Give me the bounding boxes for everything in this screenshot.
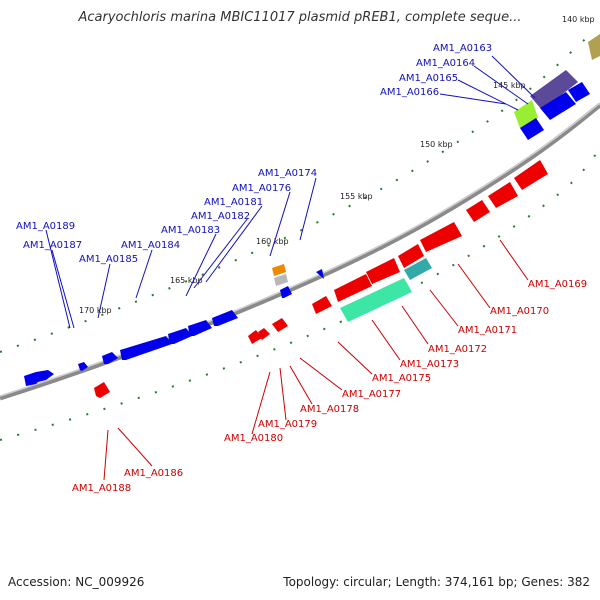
backbone-arc xyxy=(0,103,600,401)
forward-feature xyxy=(520,118,544,140)
label-leader-line xyxy=(205,205,263,283)
label-leader-line xyxy=(491,55,536,99)
reverse-feature xyxy=(488,182,518,208)
forward-feature xyxy=(568,82,590,102)
forward-feature xyxy=(530,70,578,110)
forward-feature xyxy=(168,328,192,344)
reverse-features xyxy=(94,160,548,398)
forward-feature xyxy=(36,370,54,382)
label-leader-line xyxy=(251,371,271,435)
forward-features xyxy=(24,34,600,386)
kbp-label-145: 145 kbp xyxy=(493,81,526,90)
reverse-feature xyxy=(420,222,462,252)
gene-label-am1-a0176[interactable]: AM1_A0176 xyxy=(232,183,291,194)
label-leader-line xyxy=(337,341,373,375)
label-leader-line xyxy=(103,429,109,481)
gene-label-am1-a0165[interactable]: AM1_A0165 xyxy=(399,73,458,84)
gene-label-am1-a0182[interactable]: AM1_A0182 xyxy=(191,211,250,222)
forward-feature xyxy=(316,269,324,279)
gene-label-am1-a0187[interactable]: AM1_A0187 xyxy=(23,240,82,251)
forward-feature xyxy=(280,286,292,298)
label-leader-line xyxy=(97,263,111,319)
label-leader-line xyxy=(499,239,529,281)
gene-label-am1-a0169[interactable]: AM1_A0169 xyxy=(528,279,587,290)
reverse-feature xyxy=(248,330,262,344)
forward-feature xyxy=(274,274,288,286)
gene-label-am1-a0178[interactable]: AM1_A0178 xyxy=(300,404,359,415)
reverse-feature xyxy=(514,160,548,190)
forward-feature xyxy=(272,264,286,276)
kbp-label-155: 155 kbp xyxy=(340,192,373,201)
label-leader-line xyxy=(401,305,429,345)
label-leader-line xyxy=(457,79,519,111)
gene-label-am1-a0189[interactable]: AM1_A0189 xyxy=(16,221,75,232)
reverse-feature xyxy=(398,244,424,268)
forward-feature xyxy=(540,92,576,120)
gene-label-am1-a0163[interactable]: AM1_A0163 xyxy=(433,43,492,54)
label-leader-line xyxy=(299,357,343,391)
gene-label-am1-a0181[interactable]: AM1_A0181 xyxy=(204,197,263,208)
gene-label-am1-a0174[interactable]: AM1_A0174 xyxy=(258,168,317,179)
gene-label-am1-a0184[interactable]: AM1_A0184 xyxy=(121,240,180,251)
gene-label-am1-a0175[interactable]: AM1_A0175 xyxy=(372,373,431,384)
gene-label-am1-a0177[interactable]: AM1_A0177 xyxy=(342,389,401,400)
backbone-arc-highlight xyxy=(0,102,600,397)
gene-label-am1-a0180[interactable]: AM1_A0180 xyxy=(224,433,283,444)
label-leader-line xyxy=(51,249,75,329)
kbp-label-150: 150 kbp xyxy=(420,140,453,149)
forward-feature xyxy=(120,336,172,360)
label-leader-line xyxy=(185,233,217,297)
summary-text: Topology: circular; Length: 374,161 bp; … xyxy=(283,575,590,589)
reverse-feature xyxy=(366,258,400,284)
reverse-feature xyxy=(258,328,270,340)
label-leader-line xyxy=(279,367,287,421)
label-leader-line xyxy=(299,177,317,241)
reverse-labels: AM1_A0169 AM1_A0170 AM1_A0171 AM1_A0172 … xyxy=(72,239,587,494)
forward-feature xyxy=(212,310,238,326)
gene-label-am1-a0173[interactable]: AM1_A0173 xyxy=(400,359,459,370)
kbp-scale: 140 kbp 145 kbp 150 kbp 155 kbp 160 kbp … xyxy=(79,15,595,315)
gene-label-am1-a0164[interactable]: AM1_A0164 xyxy=(416,58,475,69)
kbp-label-140: 140 kbp xyxy=(562,15,595,24)
kbp-label-160: 160 kbp xyxy=(256,237,289,246)
gene-label-am1-a0170[interactable]: AM1_A0170 xyxy=(490,306,549,317)
gene-label-am1-a0166[interactable]: AM1_A0166 xyxy=(380,87,439,98)
reverse-feature xyxy=(466,200,490,222)
label-leader-line xyxy=(45,229,71,329)
label-leader-line xyxy=(457,263,491,309)
gene-label-am1-a0186[interactable]: AM1_A0186 xyxy=(124,468,183,479)
forward-feature xyxy=(78,362,88,371)
label-leader-line xyxy=(429,289,459,327)
kbp-label-170: 170 kbp xyxy=(79,306,112,315)
label-leader-line xyxy=(117,427,153,467)
label-leader-line xyxy=(289,365,313,405)
gene-label-am1-a0188[interactable]: AM1_A0188 xyxy=(72,483,131,494)
forward-feature xyxy=(588,34,600,60)
reverse-feature xyxy=(272,318,288,332)
reverse-feature xyxy=(312,296,332,314)
label-leader-line xyxy=(269,191,291,257)
gene-label-am1-a0179[interactable]: AM1_A0179 xyxy=(258,419,317,430)
label-leader-line xyxy=(193,217,249,289)
label-leader-line xyxy=(135,249,153,299)
gene-label-am1-a0183[interactable]: AM1_A0183 xyxy=(161,225,220,236)
reverse-feature xyxy=(404,258,432,280)
label-leader-line xyxy=(473,65,529,105)
reverse-feature xyxy=(340,278,412,322)
forward-labels: AM1_A0163 AM1_A0164 AM1_A0165 AM1_A0166 … xyxy=(16,43,536,329)
accession-text: Accession: NC_009926 xyxy=(8,575,145,589)
label-leader-line xyxy=(439,93,507,105)
gene-label-am1-a0171[interactable]: AM1_A0171 xyxy=(458,325,517,336)
map-title: Acaryochloris marina MBIC11017 plasmid p… xyxy=(78,10,522,25)
forward-feature xyxy=(102,352,118,364)
forward-feature xyxy=(188,320,212,336)
reverse-feature xyxy=(334,274,372,302)
gene-label-am1-a0185[interactable]: AM1_A0185 xyxy=(79,254,138,265)
label-leader-line xyxy=(371,319,401,361)
reverse-feature xyxy=(94,382,110,398)
gene-label-am1-a0172[interactable]: AM1_A0172 xyxy=(428,344,487,355)
kbp-label-165: 165 kbp xyxy=(170,276,203,285)
